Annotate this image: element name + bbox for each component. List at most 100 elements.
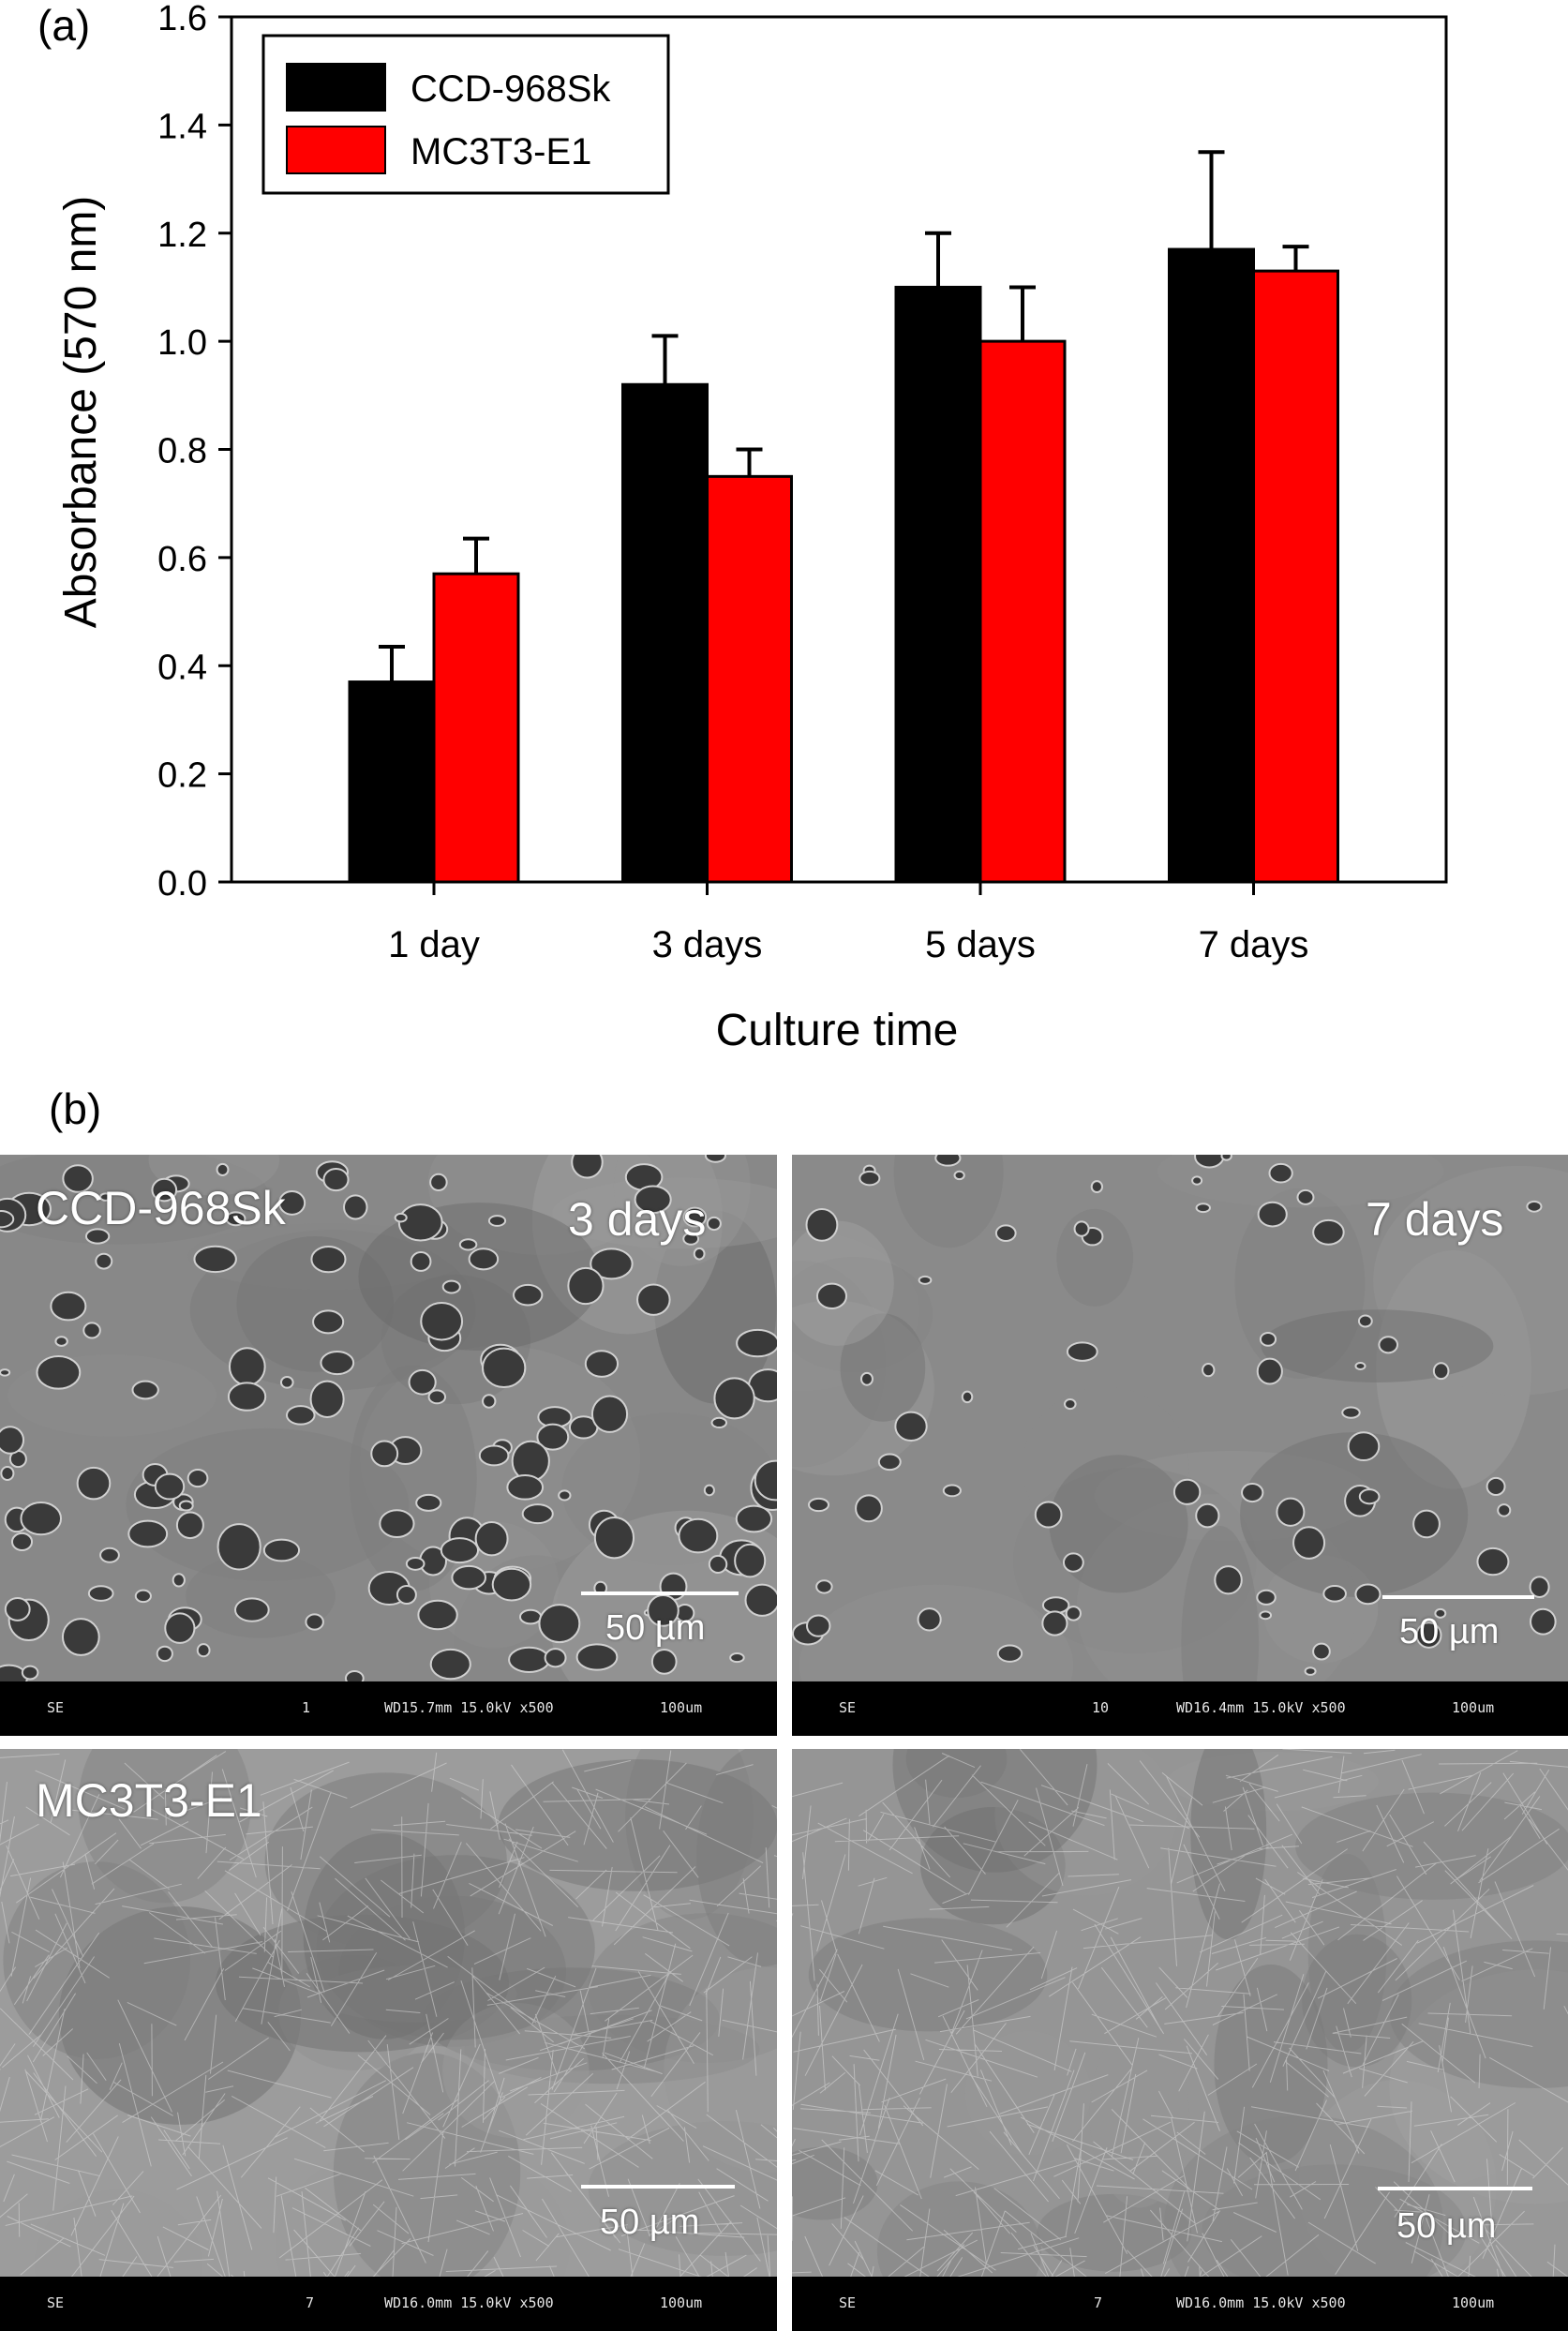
sem-pore	[1354, 1583, 1381, 1606]
bar	[621, 382, 709, 884]
sem-cell-label: CCD-968Sk	[36, 1182, 286, 1234]
sem-pore	[451, 1564, 486, 1591]
sem-pore	[942, 1484, 962, 1498]
sem-tone-patch	[303, 1832, 466, 2040]
sem-tone-patch	[1307, 1853, 1387, 2054]
sem-tone-patch	[189, 1229, 476, 1391]
sem-pore	[0, 1426, 25, 1455]
sem-number: 10	[1092, 1699, 1110, 1716]
sem-pore	[815, 1579, 833, 1594]
sem-pore	[536, 1423, 570, 1451]
sem-mode: SE	[839, 1699, 857, 1716]
sem-tone-patch	[625, 1749, 754, 1920]
sem-pore	[478, 1444, 510, 1467]
sem-tone-patch	[792, 2146, 878, 2220]
sem-tone-patch	[1190, 1749, 1267, 1940]
sem-pore	[458, 1238, 478, 1251]
sem-pore	[1257, 1201, 1288, 1228]
sem-pore	[379, 1509, 415, 1538]
x-tick-label: 7 days	[1199, 924, 1309, 965]
sem-pore	[468, 1248, 500, 1271]
sem-pore	[953, 1170, 965, 1181]
sem-pore	[396, 1584, 417, 1606]
sem-day-label: 7 days	[1366, 1193, 1504, 1246]
sem-tone-patch	[316, 1855, 595, 2040]
sem-pore	[693, 1247, 706, 1261]
sem-pore	[584, 1350, 620, 1378]
scale-bar	[1382, 1595, 1534, 1599]
sem-pore	[370, 1440, 399, 1468]
sem-pore	[634, 1185, 672, 1215]
sem-info-bar: SE 7 WD16.0mm 15.0kV x500 100um	[792, 2277, 1568, 2331]
sem-pore	[682, 1206, 708, 1228]
sem-pore	[10, 1532, 34, 1551]
sem-scale: 100um	[1452, 1699, 1495, 1716]
sem-scale: 100um	[660, 1699, 703, 1716]
sem-tone-patch	[792, 1261, 887, 1468]
sem-pore	[703, 1484, 715, 1497]
sem-tone-patch	[186, 1553, 336, 1638]
sem-pore	[508, 1646, 550, 1673]
sem-pore	[1256, 1589, 1277, 1606]
sem-pore	[636, 1283, 671, 1316]
sem-pore	[320, 1350, 355, 1376]
sem-pore	[713, 1377, 755, 1420]
sem-tone-patch	[442, 2002, 590, 2139]
sem-pore	[491, 1567, 532, 1602]
sem-pore	[156, 1645, 173, 1663]
sem-pore	[82, 1322, 101, 1339]
sem-pore	[134, 1589, 152, 1604]
sem-pore	[650, 1649, 678, 1675]
sem-pore	[482, 1347, 527, 1389]
sem-pore	[394, 1212, 408, 1223]
sem-tone-patch	[654, 1210, 777, 1404]
sem-pore	[417, 1599, 458, 1631]
sem-tone-patch	[1389, 1940, 1568, 2088]
sem-pore	[50, 1291, 87, 1322]
sem-pore	[196, 1643, 211, 1658]
sem-pore	[704, 1155, 726, 1163]
sem-pore	[1256, 1357, 1283, 1385]
y-axis-label: Absorbance (570 nm)	[56, 196, 106, 629]
sem-pore	[1259, 1331, 1277, 1347]
legend-box	[261, 34, 670, 195]
sem-tone-patch	[552, 1177, 777, 1249]
sem-tone-patch	[338, 1895, 567, 2047]
sem-pore	[262, 1538, 301, 1562]
sem-pore	[1292, 1526, 1326, 1560]
sem-pore	[487, 1215, 507, 1227]
sem-pore	[521, 1503, 554, 1525]
sem-pore	[729, 1652, 745, 1664]
sem-info-bar: SE 10 WD16.4mm 15.0kV x500 100um	[792, 1681, 1568, 1736]
sem-pore	[918, 1275, 933, 1285]
sem-pore	[285, 1405, 316, 1426]
x-tick-label: 3 days	[652, 924, 763, 965]
sem-pore	[441, 1279, 461, 1294]
sem-number: 1	[302, 1699, 311, 1716]
sem-pore	[1063, 1398, 1077, 1411]
sem-pore	[1276, 1497, 1306, 1527]
sem-pore	[859, 1371, 874, 1386]
sem-tone-patch	[236, 1235, 394, 1372]
sem-pore	[405, 1556, 426, 1571]
scale-bar	[1378, 2187, 1532, 2190]
sem-pore	[590, 1248, 634, 1280]
sem-pore	[1172, 1478, 1202, 1505]
sem-scale: 100um	[660, 2294, 703, 2311]
sem-pore	[815, 1282, 848, 1310]
sem-pore	[735, 1504, 773, 1533]
sem-tone-patch	[1089, 2021, 1189, 2208]
sem-pore	[678, 1517, 719, 1554]
sem-image-ccd-7days: 7 days 50 µm SE 10 WD16.4mm 15.0kV x500 …	[792, 1155, 1568, 1736]
sem-pore	[228, 1347, 266, 1386]
bar	[706, 474, 793, 884]
sem-pore	[1476, 1547, 1510, 1576]
sem-tone-patch	[792, 1230, 919, 1392]
sem-pore	[894, 1411, 928, 1442]
sem-pore	[996, 1644, 1023, 1663]
sem-fiber-mesh	[792, 1749, 1568, 2331]
sem-pore	[1434, 1607, 1447, 1619]
sem-pore	[310, 1245, 347, 1274]
sem-params: WD15.7mm 15.0kV x500	[384, 1699, 554, 1716]
sem-pore	[420, 1302, 464, 1341]
